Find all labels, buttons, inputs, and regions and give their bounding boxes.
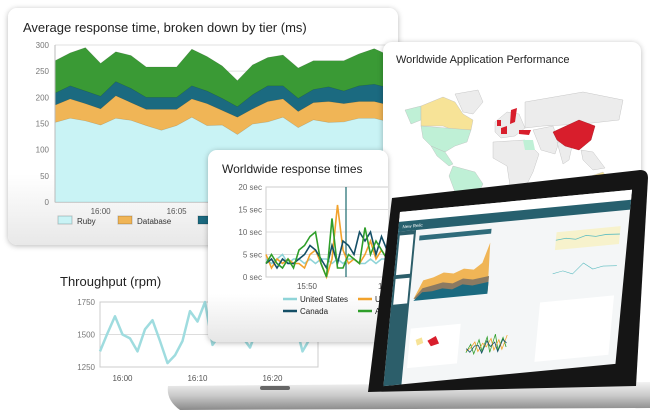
map-canada[interactable] bbox=[420, 96, 474, 131]
legend-label: Australia bbox=[375, 307, 388, 316]
plot-frame bbox=[265, 186, 388, 278]
map-russia[interactable] bbox=[524, 91, 624, 129]
y-tick-label: 300 bbox=[36, 41, 50, 50]
y-tick-label: 0 sec bbox=[243, 273, 262, 282]
x-tick-label: 16:20 bbox=[262, 374, 283, 383]
map-china[interactable] bbox=[552, 119, 596, 151]
y-tick-label: 200 bbox=[36, 93, 50, 102]
legend-label: United Kingdom bbox=[375, 295, 388, 304]
y-tick-label: 100 bbox=[36, 146, 50, 155]
y-tick-label: 0 bbox=[45, 198, 50, 207]
chart-title: Average response time, broken down by ti… bbox=[23, 20, 307, 35]
legend-swatch bbox=[117, 215, 133, 225]
legend-swatch bbox=[57, 215, 73, 225]
y-tick-label: 5 sec bbox=[243, 251, 262, 260]
map-alaska[interactable] bbox=[404, 105, 422, 125]
y-tick-label: 150 bbox=[36, 120, 50, 129]
x-tick-label: 16:05 bbox=[167, 207, 188, 216]
legend-label: Database bbox=[137, 217, 172, 226]
map-egypt[interactable] bbox=[523, 140, 535, 150]
map-greenland[interactable] bbox=[454, 89, 484, 115]
y-tick-label: 1750 bbox=[77, 298, 95, 307]
x-tick-label: 15:50 bbox=[297, 282, 318, 291]
y-tick-label: 10 sec bbox=[238, 228, 262, 237]
x-tick-label: 16:00 bbox=[112, 374, 133, 383]
x-tick-label: 16: bbox=[378, 282, 388, 291]
legend-label: Canada bbox=[300, 307, 329, 316]
y-tick-label: 1500 bbox=[77, 331, 95, 340]
legend-label: Ruby bbox=[77, 217, 96, 226]
map-south-america[interactable] bbox=[448, 165, 484, 221]
line-canada bbox=[265, 229, 388, 271]
map-middle-asia[interactable] bbox=[532, 125, 560, 155]
world-map-card: Worldwide Application Performance bbox=[383, 42, 641, 242]
line-australia bbox=[265, 218, 388, 278]
chart-title: Worldwide response times bbox=[222, 162, 363, 176]
map-title: Worldwide Application Performance bbox=[396, 54, 570, 66]
legend-label: United States bbox=[300, 295, 348, 304]
y-tick-label: 15 sec bbox=[238, 206, 262, 215]
map-europe-red[interactable] bbox=[497, 108, 531, 135]
x-tick-label: 16:10 bbox=[187, 374, 208, 383]
y-tick-label: 1250 bbox=[77, 363, 95, 372]
map-usa[interactable] bbox=[420, 125, 472, 153]
world-map bbox=[404, 89, 624, 221]
map-australia[interactable] bbox=[578, 171, 616, 201]
worldwide-response-chart: 0 sec 5 sec 10 sec 15 sec 20 sec 15:50 16: Unit… bbox=[238, 183, 388, 316]
x-tick-label: 16:00 bbox=[91, 207, 112, 216]
map-central-america[interactable] bbox=[430, 145, 454, 167]
y-tick-label: 50 bbox=[40, 172, 49, 181]
chart-title: Throughput (rpm) bbox=[60, 274, 162, 289]
map-southeast-asia[interactable] bbox=[580, 149, 606, 171]
y-tick-label: 250 bbox=[36, 67, 50, 76]
y-tick-label: 20 sec bbox=[238, 183, 262, 192]
worldwide-response-card: Worldwide response times 0 sec 5 sec 10 se… bbox=[208, 150, 388, 342]
